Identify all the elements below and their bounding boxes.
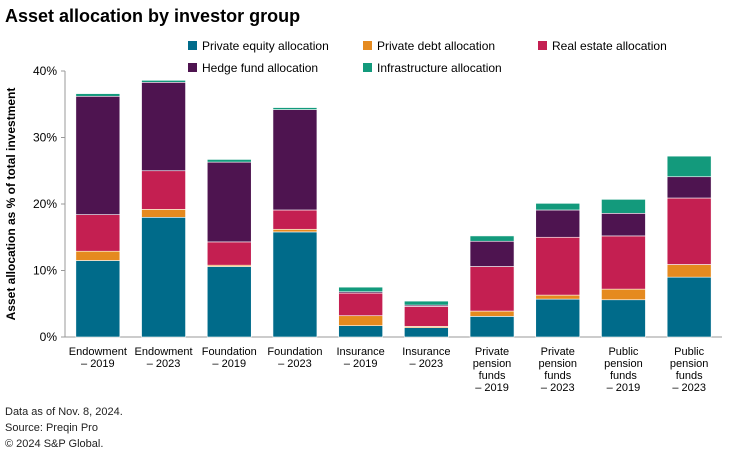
x-tick-label: Insurance	[336, 346, 384, 358]
bar-segment	[141, 170, 186, 210]
bar-segment	[75, 95, 121, 215]
y-tick-label: 30%	[33, 131, 57, 145]
bar-segment	[206, 266, 252, 338]
legend-label: Private equity allocation	[202, 39, 329, 53]
bar-segment	[469, 240, 515, 267]
legend-label: Hedge fund allocation	[202, 61, 318, 75]
x-tick-label: Endowment	[135, 346, 193, 358]
x-tick-label: Foundation	[267, 346, 322, 358]
bar-segment	[272, 209, 318, 230]
legend-swatch	[188, 41, 197, 50]
footnote-copyright: © 2024 S&P Global.	[5, 438, 104, 450]
bar-segment	[75, 260, 121, 338]
x-tick-label: Public	[674, 346, 704, 358]
y-tick-label: 0%	[40, 330, 58, 344]
chart-svg: 0% 10% 20% 30% 40% Asset allocation as % of t…	[4, 39, 722, 394]
x-tick-label: funds	[479, 370, 506, 382]
bar-segment	[272, 228, 318, 233]
bar-segment	[469, 316, 515, 338]
x-tick-label: – 2019	[344, 358, 378, 370]
bar-segment	[601, 213, 646, 237]
bar-segment	[141, 80, 186, 83]
x-tick-label: – 2019	[607, 382, 641, 394]
footnote-date: Data as of Nov. 8, 2024.	[5, 406, 123, 418]
bar-segment	[75, 250, 121, 261]
bar-segment	[272, 107, 318, 110]
x-tick-label: – 2019	[212, 358, 246, 370]
x-tick-label: – 2023	[410, 358, 444, 370]
bar-segment	[666, 197, 712, 265]
legend-swatch	[363, 41, 372, 50]
legend-label: Real estate allocation	[552, 39, 667, 53]
bar-segment	[666, 155, 712, 178]
bar-segment	[666, 264, 712, 278]
x-tick-label: funds	[676, 370, 703, 382]
x-tick-label: pension	[604, 358, 643, 370]
legend-label: Private debt allocation	[377, 39, 495, 53]
bar-segment	[535, 298, 581, 338]
bar-segment	[338, 292, 383, 317]
bar-segment	[338, 325, 383, 338]
y-axis-label: Asset allocation as % of total investmen…	[4, 88, 18, 321]
x-tick-label: pension	[473, 358, 512, 370]
bar-segment	[535, 294, 581, 300]
x-tick-label: Private	[541, 346, 575, 358]
bar-segment	[601, 235, 646, 290]
bar-segment	[404, 300, 449, 306]
bar-segment	[338, 315, 383, 326]
legend-swatch	[538, 41, 547, 50]
bar-segment	[469, 266, 515, 312]
bar-segment	[141, 82, 186, 172]
bar-segment	[666, 276, 712, 338]
x-tick-label: – 2019	[81, 358, 115, 370]
x-tick-label: funds	[544, 370, 571, 382]
footnote-source: Source: Preqin Pro	[5, 422, 98, 434]
x-tick-label: – 2023	[278, 358, 312, 370]
bar-segment	[206, 161, 252, 243]
x-tick-label: Private	[475, 346, 509, 358]
y-tick-label: 20%	[33, 197, 57, 211]
x-tick-label: Public	[608, 346, 638, 358]
legend-label: Infrastructure allocation	[377, 61, 502, 75]
x-tick-label: pension	[538, 358, 577, 370]
bar-segment	[601, 199, 646, 214]
bar-segment	[75, 93, 121, 97]
bar-segment	[206, 241, 252, 266]
x-tick-label: Foundation	[202, 346, 257, 358]
x-tick-label: – 2023	[147, 358, 181, 370]
x-tick-label: – 2023	[541, 382, 575, 394]
chart-title: Asset allocation by investor group	[5, 6, 301, 26]
legend-swatch	[188, 63, 197, 72]
bar-segment	[272, 231, 318, 338]
bar-segment	[601, 288, 646, 301]
bar-segment	[404, 327, 449, 338]
y-tick-label: 40%	[33, 64, 57, 78]
bar-segment	[404, 306, 449, 327]
bar-segment	[206, 159, 252, 163]
bar-segment	[535, 203, 581, 211]
bar-segment	[666, 176, 712, 199]
y-tick-label: 10%	[33, 264, 57, 278]
bar-segment	[338, 286, 383, 293]
bar-segment	[272, 109, 318, 211]
x-tick-label: Insurance	[402, 346, 450, 358]
legend-swatch	[363, 63, 372, 72]
bar-segment	[141, 217, 186, 338]
bar-segment	[469, 235, 515, 242]
x-tick-label: – 2019	[475, 382, 509, 394]
bar-segment	[535, 209, 581, 238]
x-tick-label: Endowment	[69, 346, 127, 358]
bar-segment	[535, 236, 581, 296]
x-tick-label: pension	[670, 358, 709, 370]
bar-segment	[469, 310, 515, 317]
x-tick-label: funds	[610, 370, 637, 382]
bar-segment	[141, 209, 186, 218]
bar-segment	[601, 299, 646, 338]
bar-segment	[75, 214, 121, 252]
x-tick-label: – 2023	[672, 382, 706, 394]
